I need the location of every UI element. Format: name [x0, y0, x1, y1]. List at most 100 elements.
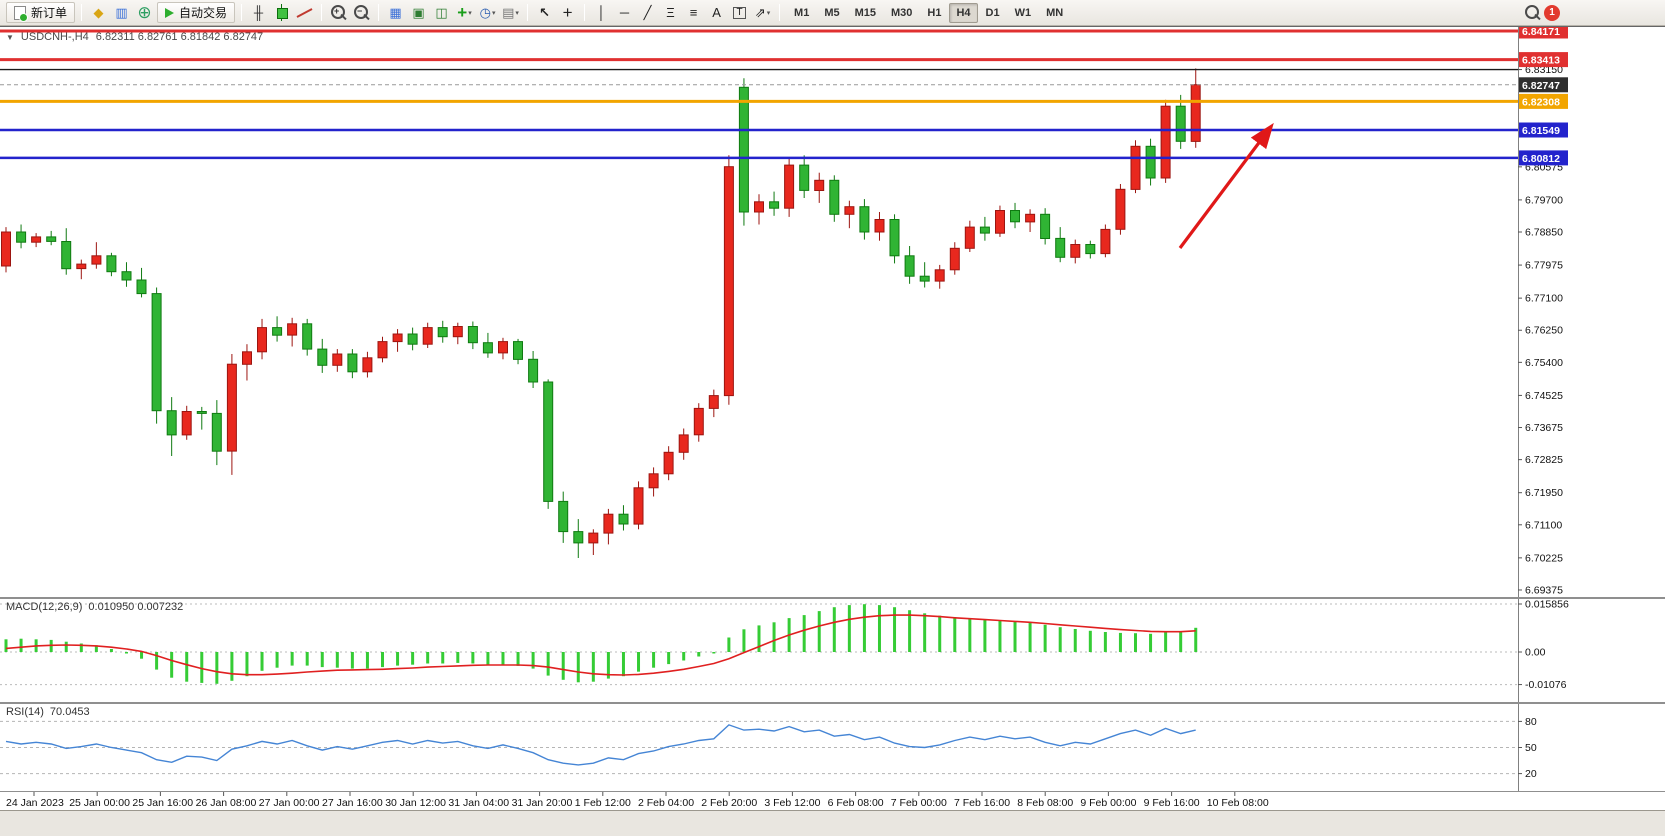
resistance-line-upper-price-tag-text: 6.84171: [1522, 26, 1560, 38]
chart-background: [0, 26, 1665, 810]
arrows-tool-icon[interactable]: ⇗ ▾: [754, 5, 771, 20]
time-label: 30 Jan 12:00: [385, 797, 446, 809]
macd-scale-label: 0.00: [1525, 646, 1546, 658]
price-tick-label: 6.79700: [1525, 194, 1563, 206]
toolbar-separator: [779, 4, 781, 21]
trendline-icon[interactable]: ╱: [643, 5, 652, 20]
community-globe-icon[interactable]: ⊕: [137, 3, 152, 22]
macd-indicator-values: 0.010950 0.007232: [88, 601, 184, 613]
bar-chart-icon[interactable]: ╫: [253, 5, 264, 20]
collapse-panel-icon[interactable]: ▼: [6, 32, 14, 42]
accounts-icon[interactable]: ▥: [115, 5, 128, 20]
timeframe-h4-button[interactable]: H4: [949, 2, 978, 23]
macd-signal-line: [5, 614, 1196, 676]
resistance-line-upper-price-tag: [1519, 23, 1568, 39]
time-label: 1 Feb 12:00: [575, 797, 631, 809]
templates-button[interactable]: ▤ ▾: [502, 5, 519, 20]
time-label: 6 Feb 08:00: [828, 797, 884, 809]
crosshair-icon[interactable]: +: [562, 3, 573, 22]
macd-scale-label: -0.01076: [1525, 679, 1567, 691]
support-line-upper-price-tag-text: 6.81549: [1522, 125, 1560, 137]
rsi-scale-label: 20: [1525, 768, 1537, 780]
rsi-line: [5, 724, 1196, 766]
candlestick-chart-icon[interactable]: [270, 2, 293, 23]
price-tick-label: 6.78850: [1525, 227, 1563, 239]
rsi-scale-label: 50: [1525, 742, 1537, 754]
timeframe-d1-button[interactable]: D1: [985, 6, 1000, 19]
current-price-line-price-tag: [1519, 77, 1568, 93]
label-tool-icon[interactable]: T: [728, 2, 751, 23]
deposit-icon[interactable]: ◆: [93, 5, 104, 20]
cycle-lines-icon[interactable]: ≡: [689, 5, 698, 20]
time-label: 7 Feb 00:00: [891, 797, 947, 809]
autotrade-button[interactable]: 自动交易: [157, 2, 236, 23]
add-indicator-button[interactable]: + ▾: [457, 3, 472, 22]
time-label: 31 Jan 04:00: [448, 797, 509, 809]
price-tick-label: 6.76250: [1525, 325, 1563, 337]
price-tick-label: 6.75400: [1525, 357, 1563, 369]
price-tick-label: 6.70225: [1525, 552, 1563, 564]
time-label: 9 Feb 16:00: [1144, 797, 1200, 809]
toolbar-separator: [378, 4, 380, 21]
toolbar: 新订单 ◆ ▥ ⊕ 自动交易 ╫ + − ▦ ▣ ◫ + ▾ ◷ ▾ ▤ ▾ ↖ + │ ─ ╱ Ξ ≡ A T ⇗ ▾ M1 M5 M15…: [0, 0, 1665, 26]
price-scale[interactable]: [1518, 26, 1665, 810]
search-icon[interactable]: [1521, 2, 1544, 23]
timeframe-w1-button[interactable]: W1: [1014, 6, 1032, 19]
rsi-scale-label: 80: [1525, 716, 1537, 728]
time-label: 7 Feb 16:00: [954, 797, 1010, 809]
zoom-in-icon[interactable]: +: [327, 2, 350, 23]
symbol-timeframe: USDCNH-,H4: [20, 31, 89, 43]
support-line-upper-price-tag: [1519, 122, 1568, 138]
tile-windows-icon[interactable]: ▣: [412, 5, 425, 20]
line-chart-icon[interactable]: [293, 2, 316, 23]
time-label: 26 Jan 08:00: [196, 797, 257, 809]
timeframe-m30-button[interactable]: M30: [891, 6, 913, 19]
macd-scale-label: 0.015856: [1525, 599, 1569, 611]
timeframe-mn-button[interactable]: MN: [1046, 6, 1064, 19]
chart-header: ▼ USDCNH-,H4 6.82311 6.82761 6.81842 6.8…: [6, 31, 263, 43]
support-line-lower-price-tag: [1519, 150, 1568, 166]
fibonacci-icon[interactable]: Ξ: [666, 5, 675, 20]
time-label: 31 Jan 20:00: [512, 797, 573, 809]
timeframe-m1-button[interactable]: M1: [794, 6, 810, 19]
zoom-out-icon[interactable]: −: [350, 2, 373, 23]
time-label: 25 Jan 00:00: [69, 797, 130, 809]
time-label: 24 Jan 2023: [6, 797, 64, 809]
cursor-icon[interactable]: ↖: [539, 5, 550, 20]
timeframe-h1-button[interactable]: H1: [927, 6, 942, 19]
toolbar-separator: [241, 4, 243, 21]
periods-button[interactable]: ◷ ▾: [479, 5, 496, 20]
toolbar-separator: [584, 4, 586, 21]
new-order-button-label: 新订单: [31, 6, 68, 20]
auto-scroll-icon[interactable]: ◫: [435, 5, 448, 20]
price-tick-label: 6.72825: [1525, 454, 1563, 466]
toolbar-separator: [81, 4, 83, 21]
macd-label: MACD(12,26,9) 0.010950 0.007232: [6, 601, 183, 613]
notification-badge[interactable]: 1: [1544, 4, 1560, 21]
timeframe-m15-button[interactable]: M15: [854, 6, 876, 19]
pivot-line-orange-price-tag: [1519, 93, 1568, 109]
grid-icon[interactable]: ▦: [389, 5, 402, 20]
dropdown-arrow-icon: ▾: [515, 9, 519, 17]
time-label: 9 Feb 00:00: [1080, 797, 1136, 809]
candle-series: [1, 68, 1201, 558]
time-axis[interactable]: [0, 792, 1665, 810]
price-tick-label: 6.73675: [1525, 422, 1563, 434]
price-tick-label: 6.77100: [1525, 293, 1563, 305]
time-label: 27 Jan 16:00: [322, 797, 383, 809]
text-tool-icon[interactable]: A: [712, 5, 721, 20]
horizontal-line-icon[interactable]: ─: [619, 5, 630, 20]
vertical-line-icon[interactable]: │: [597, 5, 606, 20]
current-price-line-price-tag-text: 6.82747: [1522, 80, 1560, 92]
timeframe-m5-button[interactable]: M5: [824, 6, 840, 19]
resistance-line-lower-price-tag-text: 6.83413: [1522, 55, 1560, 67]
time-label: 27 Jan 00:00: [259, 797, 320, 809]
time-label: 2 Feb 04:00: [638, 797, 694, 809]
autotrade-icon: [165, 7, 175, 18]
price-tick-label: 6.77975: [1525, 260, 1563, 272]
new-order-button[interactable]: 新订单: [6, 2, 76, 23]
dropdown-arrow-icon: ▾: [766, 9, 771, 17]
rsi-indicator-value: 70.0453: [49, 706, 90, 718]
trend-arrow[interactable]: [1178, 122, 1274, 249]
